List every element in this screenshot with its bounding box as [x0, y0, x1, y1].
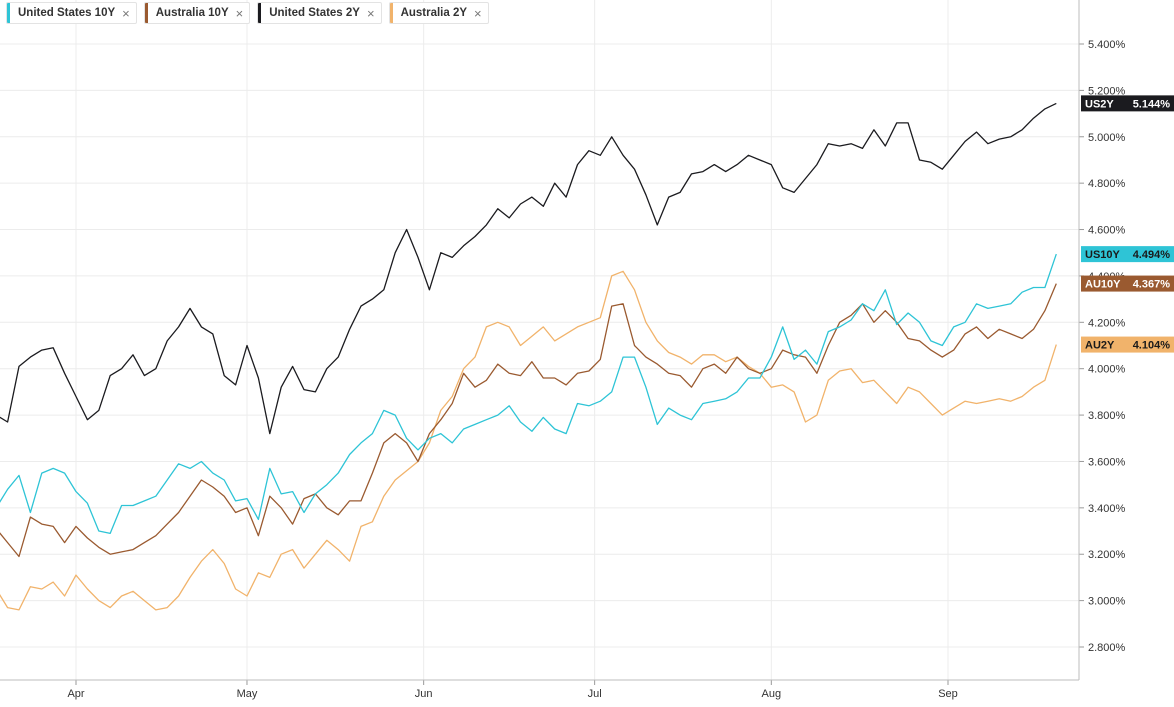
- legend-item-united-states-10y[interactable]: United States 10Y ×: [6, 2, 137, 24]
- close-icon[interactable]: ×: [235, 5, 244, 21]
- series-line-united-states-10y: [0, 253, 1057, 535]
- y-tick-label: 4.600%: [1088, 225, 1126, 237]
- x-tick-label: Apr: [67, 688, 84, 700]
- legend-label: United States 10Y: [18, 7, 116, 19]
- x-axis: Apr May Jun Jul Aug Sep: [67, 680, 958, 700]
- legend: United States 10Y × Australia 10Y × United S…: [6, 2, 489, 24]
- x-tick-label: Aug: [762, 688, 782, 700]
- last-value-value: 4.104%: [1133, 340, 1171, 352]
- legend-swatch: [258, 3, 262, 23]
- x-tick-label: May: [237, 688, 258, 700]
- y-tick-label: 3.800%: [1088, 410, 1126, 422]
- series-lines: [0, 102, 1057, 611]
- y-tick-label: 5.400%: [1088, 39, 1126, 51]
- close-icon[interactable]: ×: [122, 5, 130, 21]
- last-value-us2y: US2Y 5.144%: [1081, 95, 1174, 112]
- last-value-au10y: AU10Y 4.367%: [1081, 275, 1174, 292]
- last-value-code: AU10Y: [1085, 279, 1121, 291]
- close-icon[interactable]: ×: [474, 5, 482, 21]
- y-tick-label: 4.200%: [1088, 317, 1126, 329]
- y-tick-label: 3.400%: [1088, 503, 1126, 515]
- legend-label: Australia 10Y: [155, 7, 229, 19]
- series-line-australia-2y: [0, 270, 1057, 611]
- series-line-united-states-2y: [0, 102, 1057, 435]
- last-value-value: 5.144%: [1133, 98, 1171, 110]
- legend-item-australia-10y[interactable]: Australia 10Y ×: [143, 2, 251, 24]
- close-icon[interactable]: ×: [366, 5, 375, 21]
- y-tick-label: 4.000%: [1088, 364, 1126, 376]
- legend-swatch: [7, 3, 10, 23]
- series-line-australia-10y: [0, 283, 1057, 558]
- last-value-au2y: AU2Y 4.104%: [1081, 336, 1174, 353]
- last-value-value: 4.494%: [1133, 249, 1171, 261]
- last-value-value: 4.367%: [1133, 279, 1171, 291]
- legend-label: Australia 2Y: [400, 7, 468, 19]
- y-tick-label: 3.600%: [1088, 456, 1126, 468]
- last-value-box: [1081, 246, 1174, 263]
- last-value-box: [1081, 275, 1174, 292]
- last-value-box: [1081, 95, 1174, 112]
- y-axis: 2.800% 3.000% 3.200% 3.400% 3.600% 3.800% 4.00…: [1079, 39, 1126, 654]
- last-value-labels: US2Y 5.144% US10Y 4.494% AU10Y 4.367% AU2Y 4.10…: [1081, 95, 1174, 353]
- last-value-code: AU2Y: [1085, 340, 1115, 352]
- y-tick-label: 5.200%: [1088, 85, 1126, 97]
- x-tick-label: Sep: [938, 688, 958, 700]
- last-value-code: US10Y: [1085, 249, 1121, 261]
- y-tick-label: 3.000%: [1088, 596, 1126, 608]
- grid: [0, 0, 1079, 680]
- y-tick-label: 4.800%: [1088, 178, 1126, 190]
- legend-item-united-states-2y[interactable]: United States 2Y ×: [257, 2, 382, 24]
- last-value-box: [1081, 336, 1174, 353]
- legend-swatch: [389, 3, 393, 23]
- y-tick-label: 3.200%: [1088, 549, 1126, 561]
- last-value-us10y: US10Y 4.494%: [1081, 246, 1174, 263]
- y-tick-label: 5.000%: [1088, 132, 1126, 144]
- legend-item-australia-2y[interactable]: Australia 2Y ×: [388, 2, 489, 24]
- last-value-code: US2Y: [1085, 98, 1114, 110]
- x-tick-label: Jun: [415, 688, 433, 700]
- legend-label: United States 2Y: [269, 7, 360, 19]
- y-tick-label: 2.800%: [1088, 642, 1126, 654]
- x-tick-label: Jul: [588, 688, 602, 700]
- legend-swatch: [144, 3, 148, 23]
